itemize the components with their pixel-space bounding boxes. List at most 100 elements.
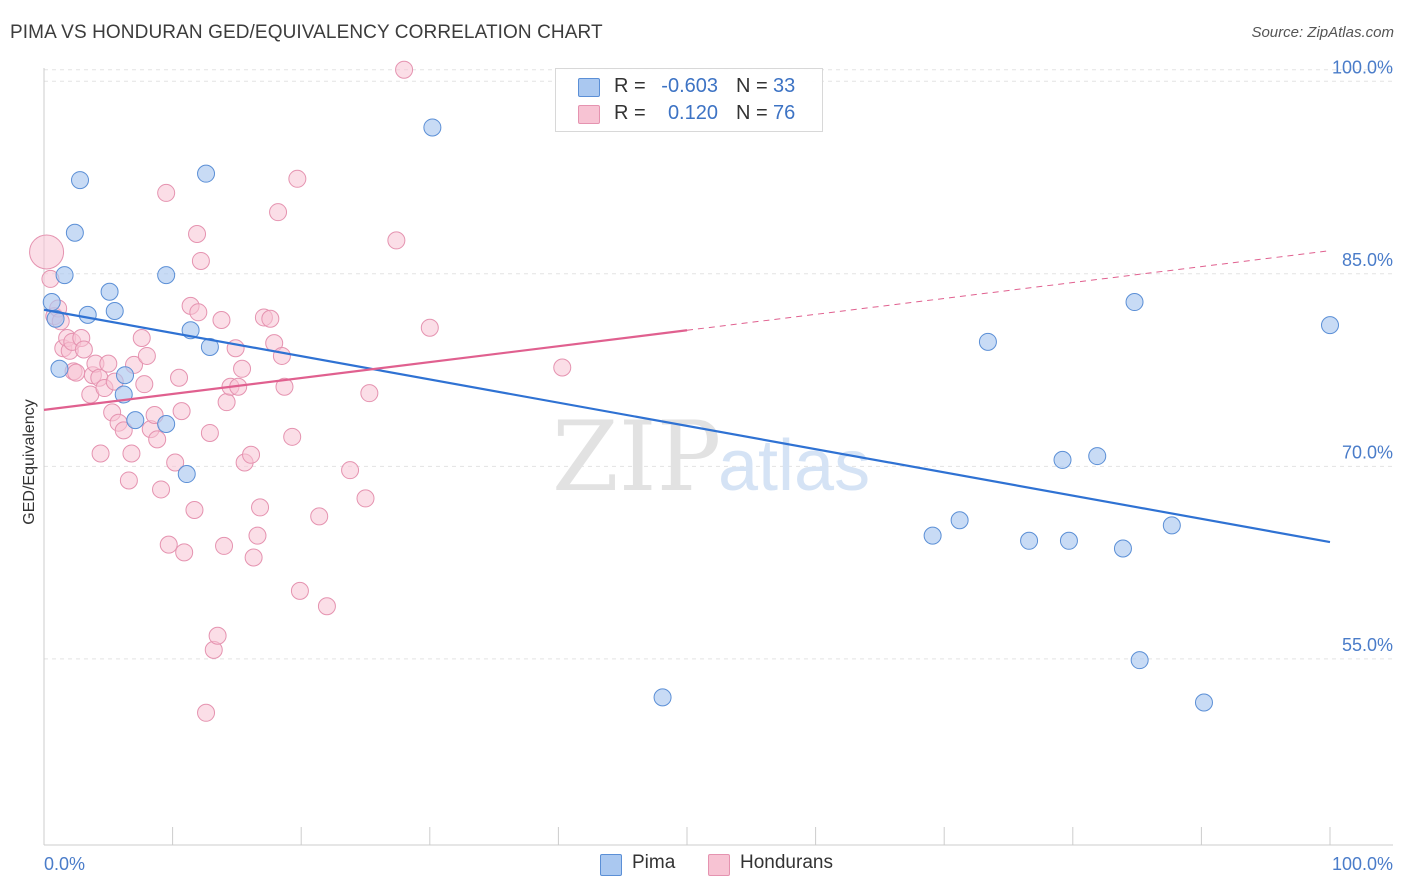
pima-point [1059, 531, 1078, 550]
honduran-point [148, 430, 167, 449]
pima-point [177, 465, 196, 484]
honduran-point [132, 328, 151, 347]
watermark-atlas: atlas [718, 426, 870, 506]
correlation-legend: R = -0.603 N = 33 R = 0.120 N = 76 [555, 68, 823, 132]
honduran-point [387, 231, 406, 250]
pima-point [423, 118, 442, 137]
honduran-point [283, 427, 302, 446]
honduran-point [67, 363, 86, 382]
legend-n-value: 33 [773, 75, 796, 97]
y-tick-label: 85.0% [1342, 250, 1393, 270]
pima-swatch [578, 78, 600, 97]
pima-points [42, 118, 1339, 712]
legend-r-label: R = [614, 75, 646, 97]
honduran-point [553, 358, 572, 377]
honduran-point [29, 234, 65, 270]
honduran-point [74, 340, 93, 359]
pima-point [100, 282, 119, 301]
honduran-point [317, 597, 336, 616]
honduran-point [248, 526, 267, 545]
honduran-point [217, 393, 236, 412]
honduran-point [152, 480, 171, 499]
honduran-point [188, 225, 207, 244]
pima-legend-label: Pima [632, 852, 676, 873]
honduran-point [215, 536, 234, 555]
honduran-point [261, 309, 280, 328]
honduran-point [395, 60, 414, 79]
pima-point [950, 511, 969, 530]
y-axis-label: GED/Equivalency [21, 399, 38, 524]
honduran-point [157, 183, 176, 202]
pima-point [105, 302, 124, 321]
pima-point [116, 366, 135, 385]
pima-point [1130, 651, 1149, 670]
legend-r-value: -0.603 [661, 75, 718, 97]
x-tick-min: 0.0% [44, 854, 85, 874]
pima-point [1088, 447, 1107, 466]
honduran-point [170, 368, 189, 387]
pima-point [923, 526, 942, 545]
legend-n-label: N = [736, 102, 768, 124]
hondurans-points [29, 60, 572, 722]
legend-r-label: R = [614, 102, 646, 124]
y-tick-labels: 55.0% 70.0% 85.0% 100.0% [1332, 57, 1393, 655]
honduran-point [159, 535, 178, 554]
pima-point [197, 164, 216, 183]
honduran-point [114, 421, 133, 440]
pima-trend-line [43, 308, 1331, 544]
pima-point [157, 266, 176, 285]
honduran-point [310, 507, 329, 526]
honduran-point [99, 354, 118, 373]
honduran-point [251, 498, 270, 517]
honduran-point [91, 444, 110, 463]
honduran-point [122, 444, 141, 463]
honduran-point [275, 377, 294, 396]
legend-n-label: N = [736, 75, 768, 97]
pima-point [126, 411, 145, 430]
y-tick-label: 70.0% [1342, 442, 1393, 462]
pima-point [1194, 693, 1213, 712]
pima-point [1162, 516, 1181, 535]
honduran-point [200, 423, 219, 442]
honduran-point [166, 453, 185, 472]
pima-point [65, 223, 84, 242]
pima-point [1020, 531, 1039, 550]
legend-n-value: 76 [773, 102, 796, 124]
honduran-point [420, 318, 439, 337]
honduran-point [172, 402, 191, 421]
honduran-point [191, 251, 210, 270]
honduran-point [189, 303, 208, 322]
pima-point [1321, 316, 1339, 335]
honduran-point [185, 500, 204, 519]
pima-point [78, 305, 97, 324]
honduran-point [137, 346, 156, 365]
watermark-zip: ZIP [552, 401, 721, 513]
pima-point [1125, 293, 1144, 312]
honduran-point [197, 703, 216, 722]
pima-point [55, 266, 74, 285]
honduran-point [212, 311, 231, 330]
hondurans-legend-swatch [708, 854, 730, 876]
pima-point [157, 414, 176, 433]
pima-point [1053, 450, 1072, 469]
axes [43, 68, 1393, 846]
honduran-point [208, 626, 227, 645]
honduran-point [272, 346, 291, 365]
y-tick-label: 55.0% [1342, 635, 1393, 655]
honduran-point [288, 169, 307, 188]
x-tick-max: 100.0% [1332, 854, 1393, 874]
trend-lines [43, 250, 1331, 544]
pima-point [71, 171, 90, 190]
hondurans-swatch [578, 105, 600, 124]
pima-point [42, 293, 61, 312]
pima-legend-swatch [600, 854, 622, 876]
honduran-point [356, 489, 375, 508]
pima-point [200, 337, 219, 356]
honduran-point [119, 471, 138, 490]
y-tick-label: 100.0% [1332, 57, 1393, 77]
honduran-trend-extension [686, 250, 1331, 331]
honduran-point [360, 384, 379, 403]
source-label: Source: ZipAtlas.com [1251, 24, 1394, 41]
honduran-point [135, 375, 154, 394]
